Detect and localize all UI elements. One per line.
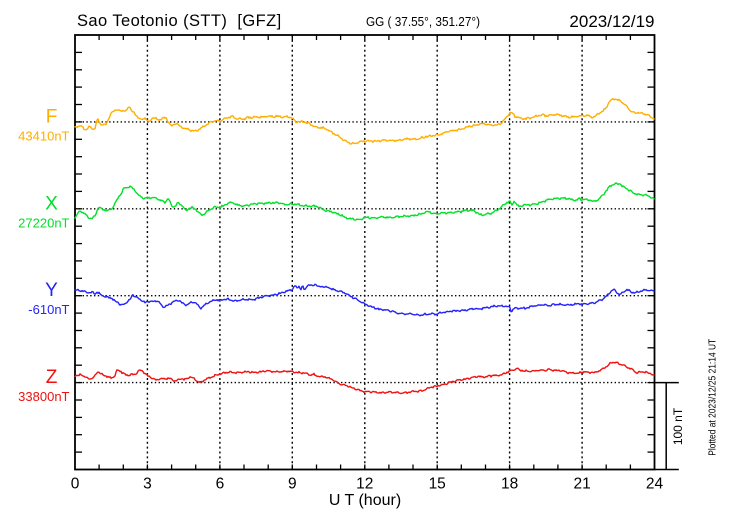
svg-text:18: 18 xyxy=(501,476,518,493)
svg-text:Y: Y xyxy=(45,280,58,301)
svg-text:Sao Teotonio (STT) [GFZ]: Sao Teotonio (STT) [GFZ] xyxy=(77,12,282,30)
svg-text:21: 21 xyxy=(573,476,590,493)
svg-text:15: 15 xyxy=(429,476,446,493)
svg-text:Plotted at 2023/12/25 21:14 UT: Plotted at 2023/12/25 21:14 UT xyxy=(707,339,718,456)
svg-text:F: F xyxy=(46,106,58,127)
svg-text:12: 12 xyxy=(356,476,373,493)
svg-text:GG ( 37.55°, 351.27°): GG ( 37.55°, 351.27°) xyxy=(366,14,480,29)
svg-text:9: 9 xyxy=(288,476,297,493)
svg-text:0: 0 xyxy=(71,476,80,493)
svg-text:2023/12/19: 2023/12/19 xyxy=(569,12,654,31)
svg-text:33800nT: 33800nT xyxy=(18,389,69,404)
svg-text:Z: Z xyxy=(46,367,58,388)
svg-text:3: 3 xyxy=(143,476,152,493)
svg-text:24: 24 xyxy=(646,476,664,493)
svg-text:U T (hour): U T (hour) xyxy=(329,492,401,509)
svg-text:X: X xyxy=(45,193,58,214)
svg-text:27220nT: 27220nT xyxy=(18,215,69,230)
svg-text:-610nT: -610nT xyxy=(28,302,69,317)
svg-text:43410nT: 43410nT xyxy=(18,128,69,143)
svg-text:100 nT: 100 nT xyxy=(671,407,685,445)
svg-text:6: 6 xyxy=(216,476,225,493)
